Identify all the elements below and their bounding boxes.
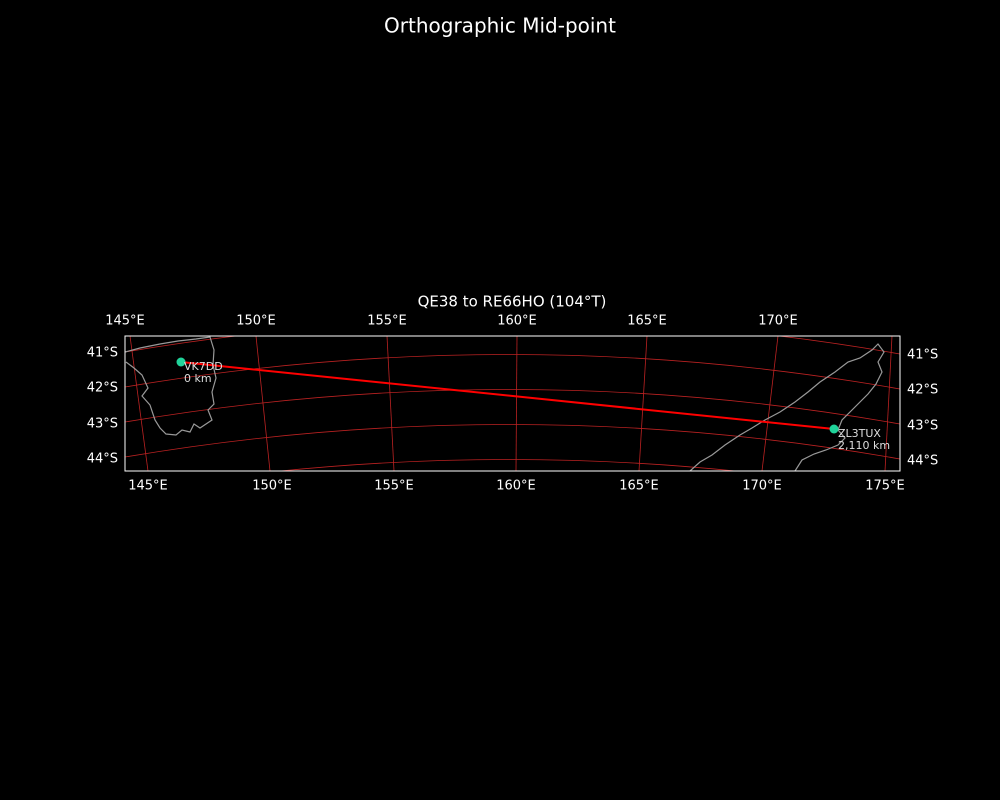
- station-marker: [176, 357, 186, 367]
- bottom-lon-label: 150°E: [252, 479, 292, 494]
- bottom-lon-label: 160°E: [496, 479, 536, 494]
- left-lat-label: 43°S: [87, 417, 118, 432]
- coastline-tasmania: [125, 336, 217, 436]
- station-marker: [829, 424, 839, 434]
- station-name: VK7DD: [184, 360, 223, 373]
- station-distance: 2,110 km: [838, 439, 890, 452]
- station-distance: 0 km: [184, 372, 212, 385]
- map-area: [125, 336, 900, 471]
- graticule: [125, 336, 900, 471]
- top-lon-label: 155°E: [367, 314, 407, 329]
- top-lon-label: 165°E: [627, 314, 667, 329]
- top-lon-label: 150°E: [236, 314, 276, 329]
- bottom-lon-label: 165°E: [619, 479, 659, 494]
- right-lat-label: 41°S: [907, 348, 938, 363]
- bottom-lon-label: 175°E: [865, 479, 905, 494]
- map-subtitle: QE38 to RE66HO (104°T): [418, 293, 607, 311]
- bottom-lon-label: 145°E: [128, 479, 168, 494]
- bottom-lon-label: 170°E: [742, 479, 782, 494]
- left-lat-label: 41°S: [87, 346, 118, 361]
- right-lat-label: 43°S: [907, 419, 938, 434]
- right-lat-label: 44°S: [907, 454, 938, 469]
- title: Orthographic Mid-point: [384, 14, 616, 38]
- station-name: ZL3TUX: [838, 427, 881, 440]
- bottom-lon-label: 155°E: [374, 479, 414, 494]
- top-lon-label: 170°E: [758, 314, 798, 329]
- great-circle-path: [180, 361, 835, 430]
- top-lon-label: 160°E: [497, 314, 537, 329]
- right-lat-label: 42°S: [907, 383, 938, 398]
- labels: 145°E 150°E 155°E 160°E 165°E 170°E 145°E 150°E…: [87, 314, 939, 494]
- coastline-new-zealand: [689, 343, 885, 471]
- map-frame: [124, 335, 901, 472]
- top-lon-label: 145°E: [105, 314, 145, 329]
- left-lat-label: 44°S: [87, 452, 118, 467]
- left-lat-label: 42°S: [87, 381, 118, 396]
